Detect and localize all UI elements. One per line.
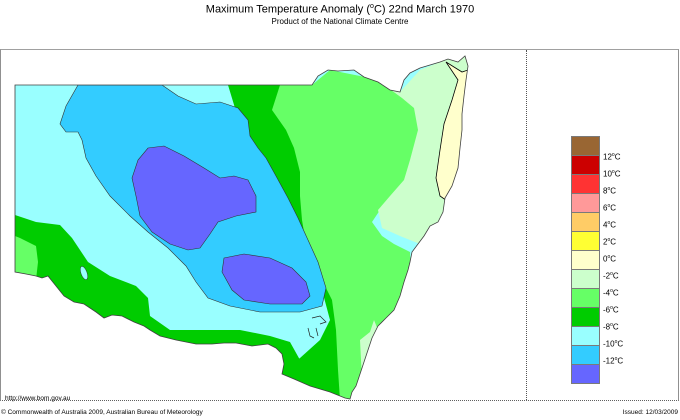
lake-marker <box>80 266 88 280</box>
map-title: Maximum Temperature Anomaly (oC) 22nd Ma… <box>0 0 680 17</box>
legend-swatch <box>571 193 600 212</box>
legend-swatch <box>571 288 600 307</box>
title-degree: o <box>370 3 374 10</box>
legend-label: -10oC <box>603 339 624 349</box>
legend-label: 4oC <box>603 220 617 230</box>
legend-swatch <box>571 307 600 326</box>
legend-label: 2oC <box>603 237 617 247</box>
issued-date: Issued: 12/03/2009 <box>622 409 678 416</box>
map-subtitle: Product of the National Climate Centre <box>271 17 409 26</box>
legend-label: 10oC <box>603 169 621 179</box>
act-border <box>307 315 327 339</box>
state-outline <box>14 55 469 400</box>
legend-label: -8oC <box>603 322 619 332</box>
legend-label: 6oC <box>603 203 617 213</box>
legend-label: -12oC <box>603 356 624 366</box>
legend-label: 0oC <box>603 254 617 264</box>
legend-swatch <box>571 326 600 345</box>
legend-swatch <box>571 155 600 174</box>
legend-swatch <box>571 174 600 193</box>
legend-swatch <box>571 250 600 269</box>
legend-label: -4oC <box>603 288 619 298</box>
legend-divider <box>526 50 527 400</box>
legend-label: -6oC <box>603 305 619 315</box>
legend-swatch <box>571 345 600 364</box>
legend-swatch <box>571 231 600 250</box>
color-legend <box>571 136 600 384</box>
legend-label: 12oC <box>603 152 621 162</box>
legend-swatch <box>571 136 600 155</box>
legend-swatch <box>571 364 600 384</box>
anomaly-map <box>14 55 469 400</box>
zone-minus10-north <box>131 145 257 251</box>
title-suffix: C) 22nd March 1970 <box>373 3 475 16</box>
legend-swatch <box>571 212 600 231</box>
title-prefix: Maximum Temperature Anomaly ( <box>205 3 371 16</box>
zone-minus2 <box>272 70 422 399</box>
legend-swatch <box>571 269 600 288</box>
zone-minus10-south <box>221 253 311 305</box>
map-frame <box>0 49 679 401</box>
legend-label: 8oC <box>603 186 617 196</box>
legend-label: -2oC <box>603 271 619 281</box>
bom-website-link[interactable]: http://www.bom.gov.au <box>5 395 71 402</box>
zone-minus2-west <box>15 230 38 280</box>
copyright-notice: © Commonwealth of Australia 2009, Austra… <box>1 409 203 416</box>
